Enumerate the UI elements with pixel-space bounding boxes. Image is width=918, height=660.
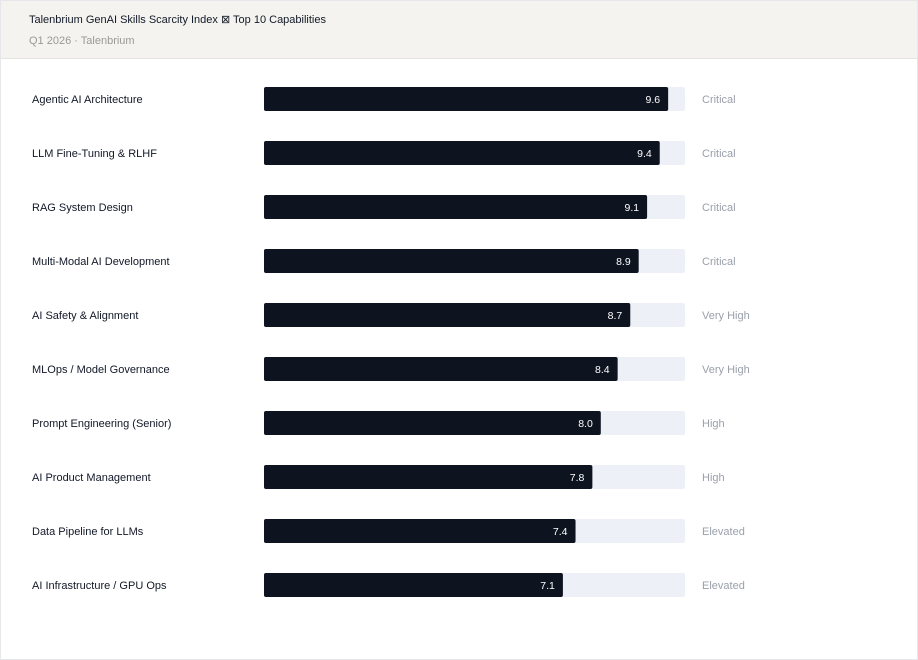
bar-value-label: 8.9 xyxy=(616,256,631,268)
category-label: MLOps / Model Governance xyxy=(32,364,170,376)
bar xyxy=(264,465,593,489)
bar xyxy=(264,141,660,165)
bar-value-label: 7.1 xyxy=(540,580,555,592)
bar xyxy=(264,573,563,597)
tier-label: Elevated xyxy=(702,580,745,592)
tier-label: Critical xyxy=(702,202,736,214)
tier-label: High xyxy=(702,418,725,430)
chart-subtitle: Q1 2026 · Talenbrium xyxy=(29,35,135,47)
chart-header: Talenbrium GenAI Skills Scarcity Index ⊠… xyxy=(1,1,917,59)
tier-label: High xyxy=(702,472,725,484)
bar-value-label: 8.0 xyxy=(578,418,593,430)
bar xyxy=(264,519,576,543)
tier-label: Critical xyxy=(702,148,736,160)
bar-chart: Agentic AI Architecture 9.6 Critical LLM Fi… xyxy=(1,59,917,659)
bar-value-label: 9.4 xyxy=(637,148,652,160)
bar-value-label: 8.4 xyxy=(595,364,610,376)
chart-title: Talenbrium GenAI Skills Scarcity Index ⊠… xyxy=(29,14,326,26)
bar xyxy=(264,411,601,435)
tier-label: Critical xyxy=(702,256,736,268)
category-label: AI Safety & Alignment xyxy=(32,310,138,322)
bar xyxy=(264,249,639,273)
tier-label: Critical xyxy=(702,94,736,106)
category-label: AI Infrastructure / GPU Ops xyxy=(32,580,167,592)
tier-label: Very High xyxy=(702,310,750,322)
bar-value-label: 7.8 xyxy=(570,472,585,484)
bar xyxy=(264,303,631,327)
bar-value-label: 9.1 xyxy=(625,202,640,214)
category-label: LLM Fine-Tuning & RLHF xyxy=(32,148,157,160)
bar-value-label: 9.6 xyxy=(646,94,661,106)
tier-label: Very High xyxy=(702,364,750,376)
bar xyxy=(264,195,648,219)
category-label: RAG System Design xyxy=(32,202,133,214)
category-label: Agentic AI Architecture xyxy=(32,94,143,106)
category-label: Multi-Modal AI Development xyxy=(32,256,170,268)
category-label: Prompt Engineering (Senior) xyxy=(32,418,171,430)
bar-chart-svg: Agentic AI Architecture 9.6 Critical LLM Fi… xyxy=(32,87,750,597)
category-label: Data Pipeline for LLMs xyxy=(32,526,144,538)
category-label: AI Product Management xyxy=(32,472,151,484)
tier-label: Elevated xyxy=(702,526,745,538)
bar-value-label: 7.4 xyxy=(553,526,568,538)
bar-value-label: 8.7 xyxy=(608,310,623,322)
bar xyxy=(264,87,669,111)
bar xyxy=(264,357,618,381)
